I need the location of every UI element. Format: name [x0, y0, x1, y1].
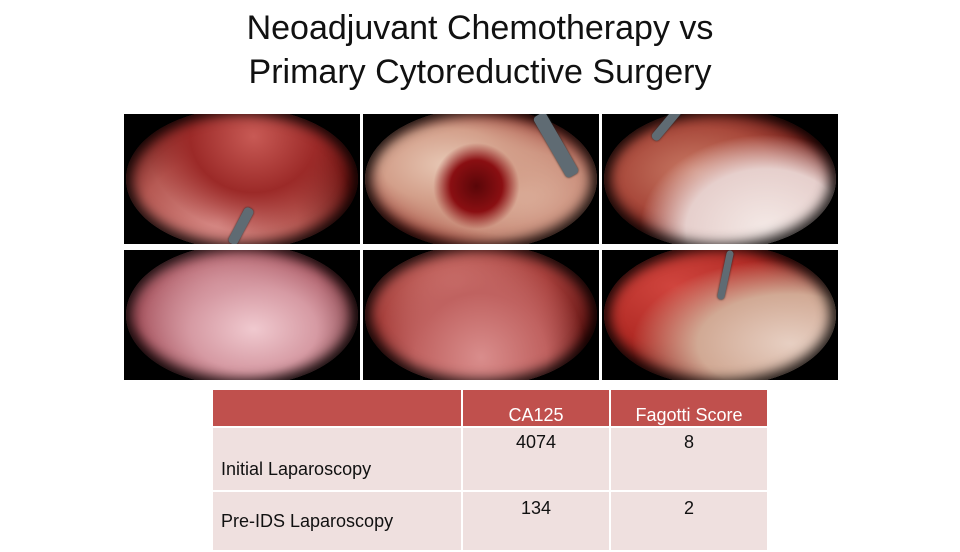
table-row: Initial Laparoscopy 4074 8: [211, 426, 769, 492]
laparoscopy-image: [363, 250, 599, 380]
table-header-fagotti: Fagotti Score: [609, 388, 769, 428]
table-header-row: CA125 Fagotti Score: [211, 388, 769, 428]
table-header-ca125: CA125: [461, 388, 611, 428]
laparoscopy-image: [363, 114, 599, 244]
row-label: Pre-IDS Laparoscopy: [211, 490, 463, 552]
laparoscopy-score-table: CA125 Fagotti Score Initial Laparoscopy …: [211, 388, 769, 552]
fagotti-value: 2: [609, 490, 769, 552]
fagotti-value: 8: [609, 426, 769, 492]
title-line-1: Neoadjuvant Chemotherapy vs: [246, 9, 714, 47]
slide-title: Neoadjuvant Chemotherapy vs Primary Cyto…: [0, 6, 960, 94]
title-line-2: Primary Cytoreductive Surgery: [248, 53, 712, 91]
ca125-value: 134: [461, 490, 611, 552]
laparoscopy-image: [602, 250, 838, 380]
laparoscopy-image: [124, 250, 360, 380]
laparoscopy-image: [602, 114, 838, 244]
laparoscopy-image: [124, 114, 360, 244]
table-header-cell: [211, 388, 463, 428]
row-label: Initial Laparoscopy: [211, 426, 463, 492]
ca125-value: 4074: [461, 426, 611, 492]
table-row: Pre-IDS Laparoscopy 134 2: [211, 490, 769, 552]
laparoscopy-image-grid: [124, 114, 838, 380]
